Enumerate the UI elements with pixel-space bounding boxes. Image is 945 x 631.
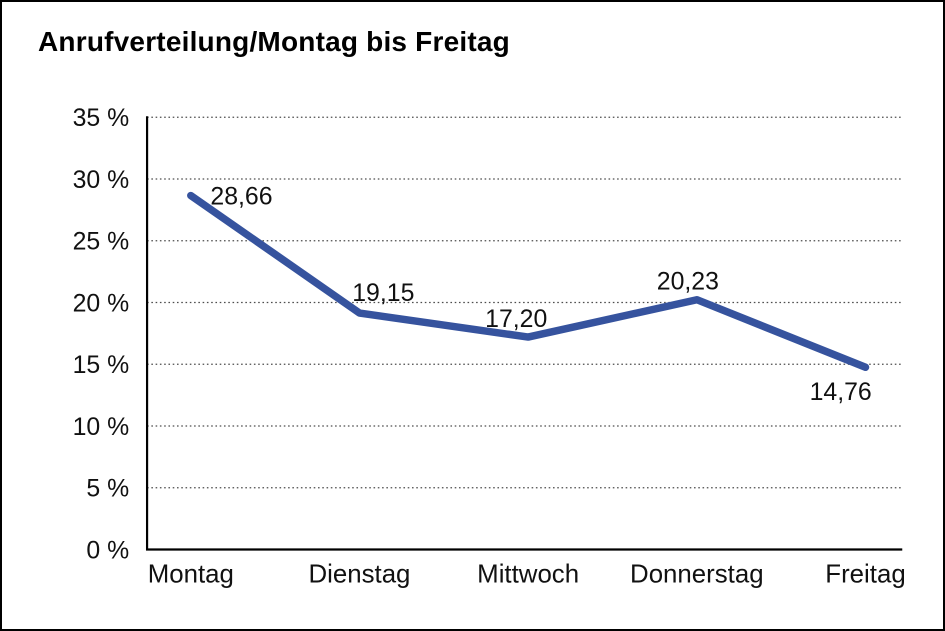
x-axis-category-label: Donnerstag [630,560,764,588]
y-axis-tick-label: 20 % [73,290,130,317]
data-point-label: 19,15 [352,280,414,307]
y-axis-tick-label: 30 % [73,167,130,194]
data-point-label: 17,20 [485,306,547,333]
x-axis-category-label: Mittwoch [477,560,579,588]
data-point-label: 28,66 [210,184,272,211]
y-axis-tick-label: 15 % [73,352,130,379]
y-axis-tick-label: 35 % [73,105,130,132]
y-axis-tick-label: 10 % [73,414,130,441]
y-axis-tick-label: 0 % [86,537,129,564]
axis-lines [145,116,903,551]
x-axis-category-label: Montag [148,560,234,588]
x-axis-category-label: Dienstag [308,560,410,588]
data-point-label: 20,23 [657,269,719,296]
y-axis-tick-label: 5 % [86,476,129,503]
chart-title: Anrufverteilung/Montag bis Freitag [38,26,510,57]
data-point-label: 14,76 [810,379,872,406]
x-axis-category-label: Freitag [825,560,905,588]
data-line [187,191,870,371]
y-axis-tick-label: 25 % [73,229,130,256]
